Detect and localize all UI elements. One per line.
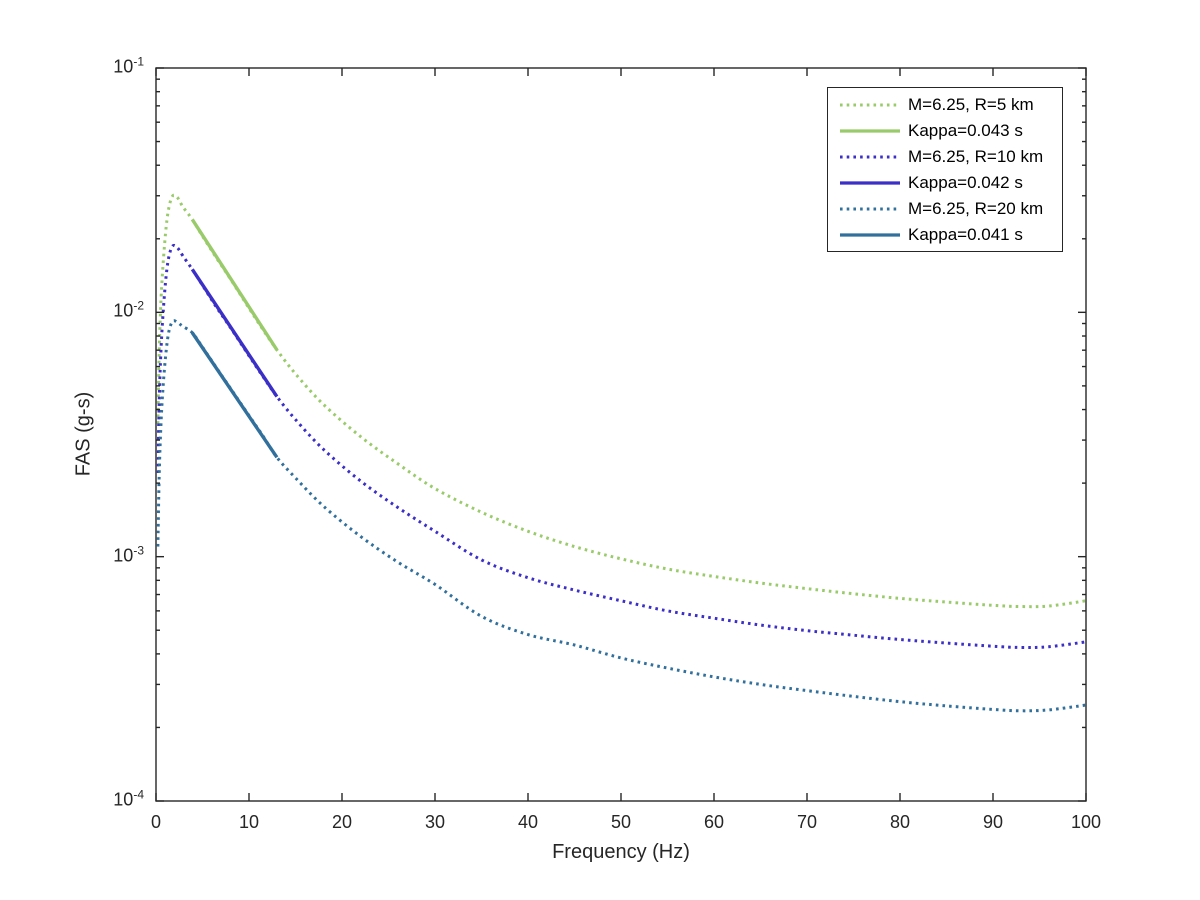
- series-1-kappa-fit-line: [190, 218, 279, 351]
- y-tick-exponent: -2: [133, 298, 144, 313]
- y-tick-base: 10: [113, 56, 134, 77]
- legend-dotted-line-sample: [840, 155, 900, 158]
- legend-solid-line-sample: [840, 232, 900, 237]
- legend-label: M=6.25, R=20 km: [908, 198, 1044, 218]
- x-tick-label: 20: [331, 812, 353, 832]
- legend-entry: M=6.25, R=20 km: [839, 196, 1062, 222]
- y-tick-exponent: -4: [133, 787, 144, 802]
- y-tick-label: 10-3: [78, 543, 144, 566]
- x-tick-label: 50: [610, 812, 632, 832]
- x-tick-label: 70: [796, 812, 818, 832]
- y-tick-exponent: -1: [133, 54, 144, 69]
- legend-label: Kappa=0.043 s: [908, 120, 1023, 140]
- axis-ticks: [155, 67, 1087, 802]
- x-tick-label: 0: [150, 812, 161, 832]
- legend-dotted-line-sample: [840, 103, 900, 106]
- series-4-spectrum-curve: [156, 319, 1086, 713]
- legend-dotted-line-sample: [840, 207, 900, 210]
- y-tick-exponent: -3: [133, 543, 144, 558]
- x-tick-label: 60: [703, 812, 725, 832]
- x-tick-label: 100: [1070, 812, 1102, 832]
- y-tick-base: 10: [113, 545, 134, 566]
- x-tick-label: 30: [424, 812, 446, 832]
- legend-entry: M=6.25, R=10 km: [839, 144, 1062, 170]
- legend-entry: Kappa=0.041 s: [839, 222, 1062, 248]
- series-5-kappa-fit-line: [190, 331, 279, 459]
- curves-group: [156, 193, 1086, 713]
- legend-entry: M=6.25, R=5 km: [839, 92, 1062, 118]
- x-tick-label: 10: [238, 812, 260, 832]
- x-tick-label: 90: [982, 812, 1004, 832]
- legend-label: M=6.25, R=5 km: [908, 94, 1034, 114]
- x-tick-label: 40: [517, 812, 539, 832]
- legend-entry: Kappa=0.043 s: [839, 118, 1062, 144]
- legend-solid-line-sample: [840, 128, 900, 133]
- y-axis-title: FAS (g-s): [72, 391, 95, 477]
- y-tick-label: 10-2: [78, 298, 144, 322]
- legend-label: M=6.25, R=10 km: [908, 146, 1044, 166]
- series-3-kappa-fit-line: [190, 268, 279, 398]
- legend-solid-line-sample: [840, 180, 900, 185]
- x-tick-label: 80: [889, 812, 911, 832]
- legend-box: M=6.25, R=5 km Kappa=0.043 s M=6.25, R=10 …: [827, 87, 1063, 252]
- series-2-spectrum-curve: [156, 243, 1086, 650]
- legend-entry: Kappa=0.042 s: [839, 170, 1062, 196]
- y-tick-label: 10-1: [78, 54, 144, 77]
- legend-label: Kappa=0.042 s: [908, 172, 1023, 192]
- series-0-spectrum-curve: [156, 193, 1086, 609]
- y-tick-base: 10: [113, 300, 134, 321]
- y-tick-label: 10-4: [78, 787, 144, 810]
- legend-label: Kappa=0.041 s: [908, 224, 1023, 244]
- y-tick-base: 10: [113, 789, 134, 810]
- x-axis-title: Frequency (Hz): [552, 841, 690, 863]
